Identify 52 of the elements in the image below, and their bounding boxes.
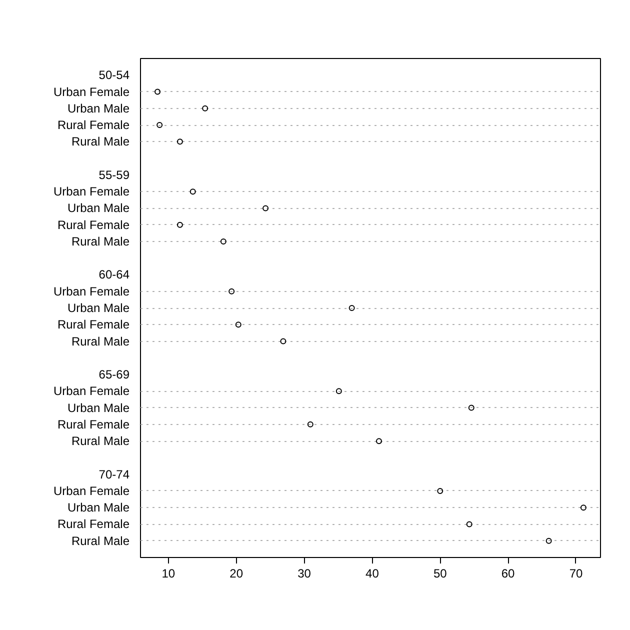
y-tick-label: Rural Male	[71, 134, 130, 149]
point	[336, 388, 342, 394]
point	[176, 222, 183, 228]
point	[154, 88, 161, 95]
y-tick-label: Urban Male	[67, 400, 130, 415]
point	[262, 205, 269, 212]
y-tick-label: Urban Male	[67, 500, 130, 515]
point	[220, 238, 226, 244]
point	[156, 122, 163, 128]
x-tick-label: 30	[298, 566, 312, 580]
y-tick-label: Rural Female	[57, 218, 130, 232]
y-tick-label: 65-69	[98, 368, 130, 382]
y-tick-label: Rural Male	[71, 234, 130, 248]
y-tick-label: Urban Male	[67, 101, 130, 116]
y-tick-label: Rural Male	[71, 534, 130, 548]
y-tick-label: Urban Female	[53, 184, 130, 199]
point	[176, 138, 183, 145]
y-tick-label: Rural Female	[57, 517, 130, 532]
y-tick-label: Rural Male	[71, 434, 130, 448]
point	[437, 488, 444, 494]
y-tick-label: Urban Female	[53, 84, 130, 99]
point	[580, 504, 586, 511]
y-tick-label: Urban Female	[53, 284, 130, 298]
point	[235, 322, 242, 328]
y-tick-label: 55-59	[98, 168, 130, 182]
point	[348, 305, 355, 311]
point	[466, 521, 472, 528]
y-tick-label: Urban Female	[53, 484, 130, 498]
y-tick-label: 50-54	[98, 68, 130, 82]
y-tick-label: Rural Female	[57, 118, 130, 132]
y-tick-label: Urban Female	[53, 384, 130, 398]
point	[190, 188, 196, 195]
x-tick-label: 70	[569, 566, 583, 580]
point	[546, 538, 552, 544]
y-tick-label: Urban Male	[67, 201, 130, 216]
y-tick-label: 70-74	[98, 467, 130, 482]
y-tick-label: 60-64	[98, 268, 130, 282]
x-tick-label: 50	[433, 566, 448, 580]
y-tick-label: Rural Male	[71, 334, 130, 348]
y-tick-label: Urban Male	[67, 301, 130, 315]
x-tick-label: 40	[366, 566, 380, 580]
x-tick-label: 10	[162, 566, 176, 580]
point	[202, 105, 208, 112]
point	[280, 338, 286, 344]
point	[228, 288, 235, 294]
x-tick-label: 60	[501, 566, 516, 580]
y-tick-label: Rural Female	[57, 417, 130, 432]
point	[468, 404, 474, 411]
point	[307, 421, 314, 428]
x-tick-label: 20	[230, 566, 244, 580]
y-tick-label: Rural Female	[57, 318, 130, 332]
point	[376, 438, 382, 444]
